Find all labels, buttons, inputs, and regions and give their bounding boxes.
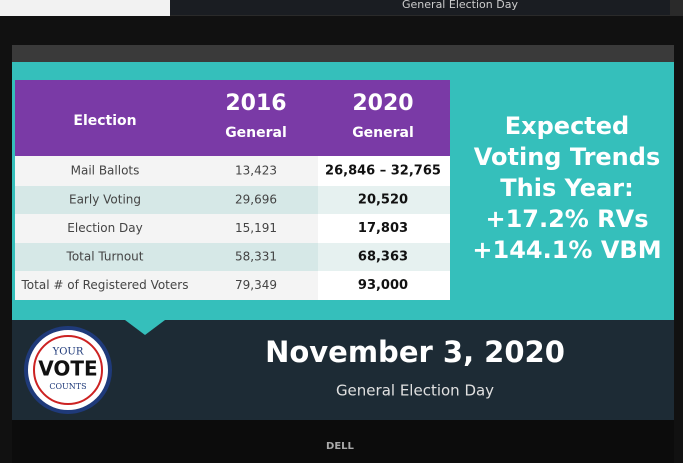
table-cell: Total Turnout: [66, 250, 144, 264]
table-cell: 17,803: [358, 221, 408, 236]
footer-title: November 3, 2020: [265, 335, 565, 369]
badge-bottom: COUNTS: [49, 382, 86, 391]
table-cell: 29,696: [235, 193, 277, 207]
header-label: Election: [73, 113, 136, 129]
side-line: This Year:: [500, 174, 633, 202]
header-sub: General: [352, 125, 414, 141]
photo: General Election Day Election 2016 General…: [0, 0, 683, 463]
header-year: 2020: [352, 91, 413, 116]
top-subtitle: General Election Day: [402, 0, 518, 11]
side-line: +17.2% RVs: [485, 205, 648, 233]
table-cell: 13,423: [235, 164, 277, 178]
wall: [0, 0, 170, 16]
page: {"top_strip": {"subtitle": "General Elec…: [0, 0, 683, 463]
table-cell: 93,000: [358, 278, 408, 293]
header-sub: General: [225, 125, 287, 141]
side-line: Expected: [505, 112, 630, 140]
table-cell: Mail Ballots: [71, 164, 140, 178]
table-cell: Early Voting: [69, 193, 141, 207]
side-line: +144.1% VBM: [472, 236, 661, 264]
header-year: 2016: [225, 91, 286, 116]
footer-subtitle: General Election Day: [336, 382, 494, 400]
table-cell: 15,191: [235, 221, 277, 235]
table-cell: 79,349: [235, 278, 277, 292]
table-cell: 68,363: [358, 250, 408, 265]
table-cell: 20,520: [358, 193, 408, 208]
table-cell: 58,331: [235, 250, 277, 264]
badge-middle: VOTE: [38, 357, 97, 381]
table-cell: Election Day: [67, 221, 142, 235]
table-cell: 26,846 – 32,765: [325, 164, 441, 179]
brand: DELL: [326, 441, 355, 452]
table-cell: Total # of Registered Voters: [21, 278, 189, 292]
side-line: Voting Trends: [474, 143, 660, 171]
